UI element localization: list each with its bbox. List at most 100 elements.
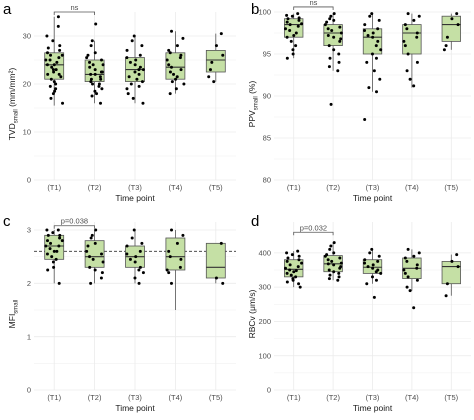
data-point: [137, 72, 141, 76]
data-point: [290, 14, 294, 18]
data-point: [165, 268, 169, 272]
data-point: [330, 28, 334, 32]
x-tick-label: (T2): [88, 393, 102, 402]
y-axis-title-unit: (%): [247, 81, 257, 97]
data-point: [294, 269, 298, 273]
y-tick-label: 200: [258, 317, 271, 326]
y-axis-title: TVDsmall (mm/mm²): [7, 68, 20, 141]
data-point: [221, 281, 225, 285]
data-point: [339, 37, 343, 41]
data-point: [58, 48, 62, 52]
data-point: [296, 12, 300, 16]
data-point: [140, 241, 144, 245]
data-point: [46, 233, 50, 237]
y-axis-title: PPVsmall (%): [247, 81, 260, 128]
data-point: [94, 22, 98, 26]
data-point: [55, 60, 59, 64]
data-point: [91, 257, 95, 261]
data-point: [174, 87, 178, 91]
data-point: [445, 282, 449, 286]
data-point: [214, 276, 218, 280]
x-axis-title: Time point: [353, 403, 393, 413]
y-tick-label: 100: [258, 8, 271, 17]
data-point: [403, 44, 407, 48]
data-point: [175, 75, 179, 79]
data-point: [406, 12, 410, 16]
data-point: [125, 252, 129, 256]
data-point: [289, 39, 293, 43]
y-axis-title-main: RBCv: [247, 315, 257, 338]
x-tick-label: (T1): [287, 393, 301, 402]
x-tick-label: (T4): [405, 393, 419, 402]
data-point: [444, 44, 448, 48]
data-point: [125, 56, 129, 60]
data-point: [93, 51, 97, 55]
data-point: [99, 70, 103, 74]
data-point: [54, 257, 58, 261]
data-point: [372, 295, 376, 299]
data-point: [95, 92, 99, 96]
data-point: [52, 80, 56, 84]
data-point: [51, 39, 55, 43]
data-point: [90, 233, 94, 237]
data-point: [405, 69, 409, 73]
data-point: [325, 20, 329, 24]
data-point: [329, 244, 333, 248]
data-point: [291, 52, 295, 56]
data-point: [408, 289, 412, 293]
data-point: [58, 44, 62, 48]
data-point: [403, 256, 407, 260]
data-point: [326, 258, 330, 262]
data-point: [170, 29, 174, 33]
data-point: [332, 35, 336, 39]
data-point: [93, 268, 97, 272]
data-point: [363, 258, 367, 262]
data-point: [288, 263, 292, 267]
box-t5: [441, 13, 461, 50]
y-tick-label: 30: [23, 32, 31, 41]
data-point: [128, 60, 132, 64]
data-point: [337, 60, 341, 64]
data-point: [48, 84, 52, 88]
data-point: [329, 102, 333, 106]
data-point: [363, 261, 367, 265]
data-point: [86, 244, 90, 248]
data-point: [89, 44, 93, 48]
data-point: [91, 82, 95, 86]
data-point: [46, 268, 50, 272]
box-t1: [44, 230, 65, 284]
y-axis-title-main: PPV: [247, 110, 257, 127]
data-point: [456, 23, 460, 27]
significance-bracket: [53, 11, 95, 15]
data-point: [182, 82, 186, 86]
data-point: [337, 52, 341, 56]
data-point: [57, 72, 61, 76]
data-point: [455, 12, 459, 16]
data-point: [296, 265, 300, 269]
data-point: [332, 12, 336, 16]
data-point: [46, 46, 50, 50]
y-tick-label: 1: [27, 332, 31, 341]
box-t5: [205, 33, 226, 82]
data-point: [374, 270, 378, 274]
data-point: [133, 260, 137, 264]
data-point: [374, 278, 378, 282]
data-point: [297, 258, 301, 262]
box-iqr: [44, 234, 65, 260]
data-point: [285, 35, 289, 39]
data-point: [174, 77, 178, 81]
y-tick-label: 90: [263, 92, 271, 101]
data-point: [332, 270, 336, 274]
data-point: [370, 247, 374, 251]
data-point: [49, 77, 53, 81]
y-tick-label: 85: [263, 134, 271, 143]
data-point: [415, 278, 419, 282]
data-point: [374, 44, 378, 48]
data-point: [402, 39, 406, 43]
y-axis-title-subscript: small: [254, 96, 260, 110]
data-point: [130, 39, 134, 43]
data-point: [133, 276, 137, 280]
data-point: [52, 70, 56, 74]
data-point: [327, 277, 331, 281]
data-point: [365, 60, 369, 64]
